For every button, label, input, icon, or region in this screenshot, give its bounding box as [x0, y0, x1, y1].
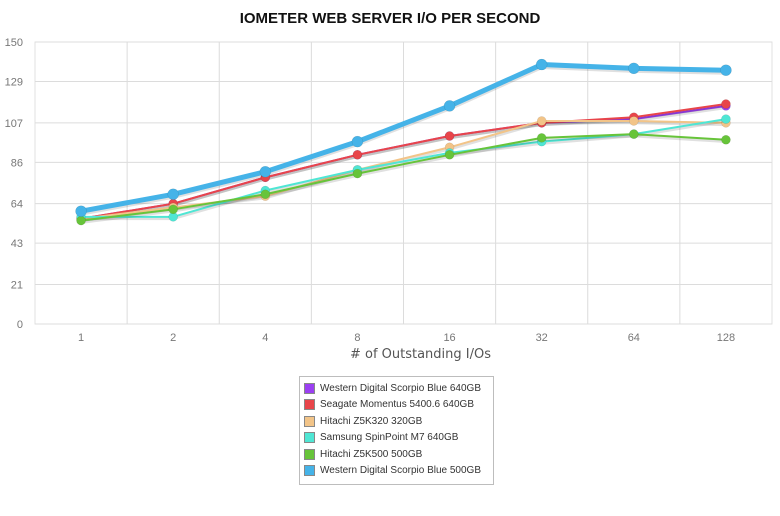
- y-tick-label: 64: [11, 199, 23, 211]
- data-point: [76, 215, 86, 226]
- data-point: [352, 150, 363, 160]
- legend: Western Digital Scorpio Blue 640GB Seagat…: [299, 376, 494, 485]
- x-tick-label: 2: [170, 332, 176, 344]
- series-line: [80, 133, 727, 222]
- data-point: [443, 100, 456, 112]
- data-point: [628, 62, 640, 75]
- legend-item: Hitachi Z5K320 320GB: [304, 413, 489, 430]
- y-tick-label: 43: [11, 238, 23, 250]
- legend-label: Seagate Momentus 5400.6 640GB: [320, 399, 474, 411]
- data-point: [260, 189, 271, 200]
- legend-item: Western Digital Scorpio Blue 640GB: [304, 380, 489, 397]
- legend-label: Western Digital Scorpio Blue 640GB: [320, 382, 482, 394]
- y-tick-label: 0: [17, 319, 23, 331]
- data-point: [352, 168, 363, 179]
- data-point: [444, 131, 455, 141]
- data-point: [629, 116, 639, 126]
- x-tick-label: 128: [717, 332, 735, 344]
- legend-swatch: [304, 415, 315, 427]
- chart-title: IOMETER WEB SERVER I/O PER SECOND: [239, 10, 541, 27]
- data-point: [629, 129, 639, 139]
- y-tick-label: 86: [11, 157, 23, 169]
- legend-item: Hitachi Z5K500 500GB: [304, 446, 489, 463]
- legend-swatch: [304, 465, 315, 477]
- data-point: [444, 150, 455, 160]
- data-point: [721, 99, 731, 109]
- legend-swatch: [304, 382, 315, 394]
- x-axis-label: # of Outstanding I/Os: [350, 347, 491, 362]
- legend-item: Western Digital Scorpio Blue 500GB: [304, 463, 489, 480]
- data-point: [168, 204, 178, 215]
- y-tick-label: 21: [11, 280, 23, 292]
- series-line: [80, 103, 727, 220]
- data-point: [536, 133, 547, 143]
- data-point: [721, 114, 731, 124]
- legend-label: Samsung SpinPoint M7 640GB: [320, 432, 459, 444]
- x-tick-label: 64: [628, 332, 640, 344]
- legend-label: Hitachi Z5K500 500GB: [320, 448, 423, 460]
- x-tick-label: 8: [354, 332, 360, 344]
- data-point: [721, 135, 731, 145]
- x-tick-label: 32: [536, 332, 548, 344]
- legend-swatch: [304, 399, 315, 411]
- x-tick-label: 16: [443, 332, 455, 344]
- series-line-shadow: [80, 134, 727, 224]
- data-point: [351, 135, 364, 148]
- legend-swatch: [304, 432, 315, 444]
- legend-item: Seagate Momentus 5400.6 640GB: [304, 397, 489, 414]
- data-point: [75, 205, 87, 217]
- y-tick-label: 150: [5, 37, 23, 49]
- x-tick-label: 1: [78, 332, 84, 344]
- legend-swatch: [304, 448, 315, 460]
- x-tick-label: 4: [262, 332, 268, 344]
- y-tick-label: 129: [5, 76, 23, 88]
- y-tick-label: 107: [5, 118, 23, 130]
- series-line: [78, 62, 729, 214]
- data-point: [536, 116, 547, 126]
- legend-label: Western Digital Scorpio Blue 500GB: [320, 465, 482, 477]
- legend-item: Samsung SpinPoint M7 640GB: [304, 430, 489, 447]
- data-point: [535, 58, 548, 71]
- data-point: [259, 165, 272, 178]
- data-point: [167, 188, 179, 201]
- series-line: [80, 119, 727, 220]
- data-point: [720, 64, 732, 76]
- legend-label: Hitachi Z5K320 320GB: [320, 415, 423, 427]
